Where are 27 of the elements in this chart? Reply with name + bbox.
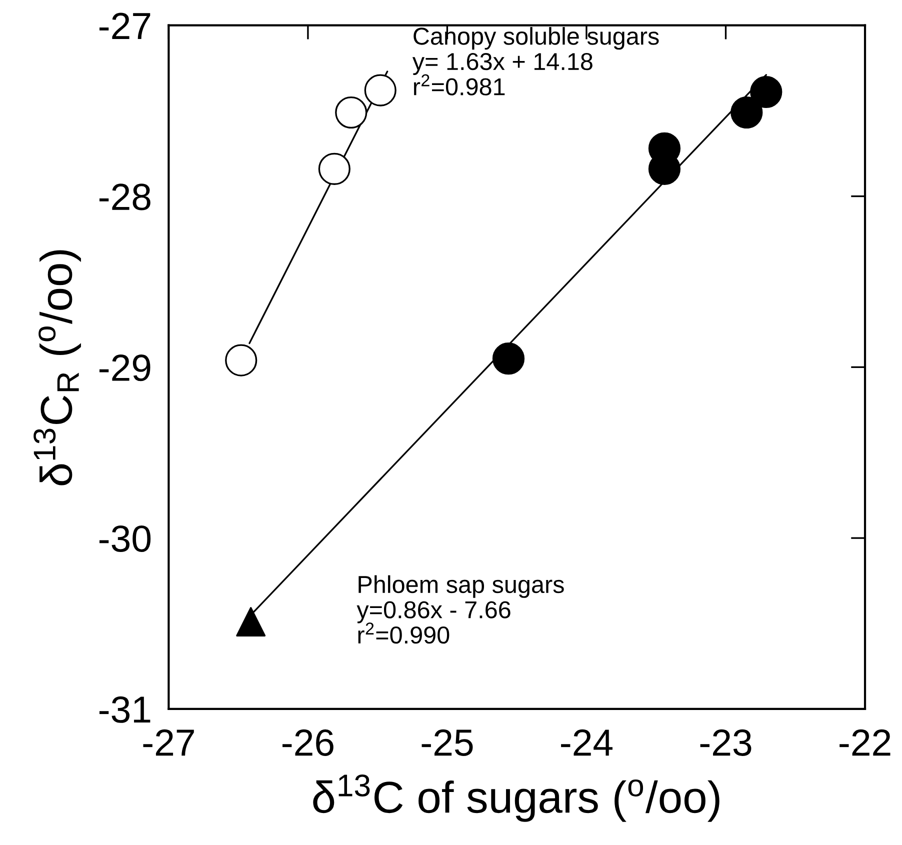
point	[364, 74, 396, 106]
y-axis-title: δ$^{13}$C$_{R}$ ($^{o}$/oo)	[34, 250, 81, 486]
y-tick-label: -29	[99, 354, 150, 382]
annotation: r$^{2}$=0.981	[414, 74, 505, 96]
x-axis-title: δ$^{13}$C of sugars ($^{o}$/oo)	[313, 774, 720, 822]
annotation: r$^{2}$=0.990	[358, 622, 450, 644]
y-tick-label: -31	[99, 696, 150, 723]
x-tick-label: -22	[840, 729, 890, 756]
annotation: y= 1.63x + 14.18	[412, 52, 592, 75]
point	[225, 344, 258, 376]
annotation: y=0.86x - 7.66	[356, 601, 510, 624]
point	[750, 76, 782, 108]
x-tick-label: -27	[143, 729, 194, 756]
point	[492, 342, 525, 375]
x-tick-label: -23	[700, 729, 752, 756]
point	[236, 607, 266, 637]
y-tick-label: -28	[99, 184, 150, 210]
y-tick-label: -27	[99, 12, 150, 39]
x-tick-label: -26	[282, 729, 334, 756]
annotation: Canopy soluble sugars	[414, 27, 659, 50]
point	[335, 96, 368, 129]
annotation: Phloem sap sugars	[358, 575, 564, 598]
y-tick-label: -30	[99, 525, 151, 552]
point	[318, 152, 350, 185]
x-tick-label: -24	[561, 729, 612, 756]
x-tick-label: -25	[422, 729, 473, 756]
point	[730, 96, 763, 129]
